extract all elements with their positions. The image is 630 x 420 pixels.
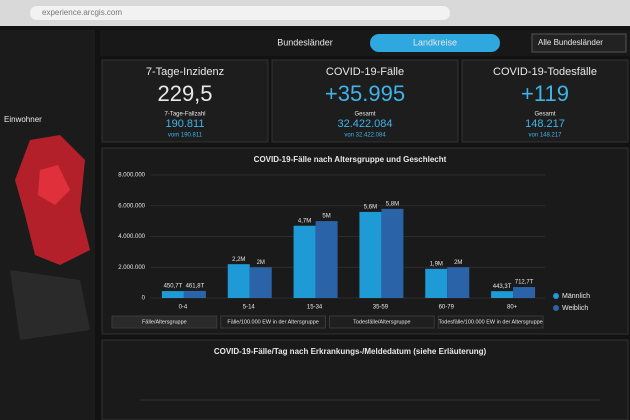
bar [513,287,536,298]
card-title: COVID-19-Todesfälle [493,66,597,78]
value-label: 712,7T [515,280,534,286]
bottom-panel [101,339,629,420]
y-tick-label: 2.000.000 [118,265,145,271]
tab[interactable]: Bundesländer [277,37,333,47]
map [10,135,90,340]
filter-tab[interactable] [437,315,544,329]
y-tick-label: 0 [142,296,146,302]
map-shape [38,165,70,205]
card: COVID-19-Todesfälle +119 Gesamt 148.217 … [461,59,629,143]
bar [381,208,404,298]
x-tick-label: 80+ [507,305,518,311]
filter-label: Fälle/Altersgruppe [142,319,187,325]
value-label: 5,8M [386,201,399,207]
filter-tab[interactable] [329,315,435,329]
card-title: 7-Tage-Inzidenz [146,66,224,78]
filter-label: Todesfälle/100.000 EW in der Altersgrupp… [438,319,542,325]
card-subvalue: 148.217 [525,118,565,130]
card-note: von 32.422.084 [344,133,386,139]
y-tick-label: 8.000.000 [118,173,145,179]
y-tick-label: 4.000.000 [118,234,145,240]
x-tick-label: 35-59 [373,305,389,311]
card: COVID-19-Fälle +35.995 Gesamt 32.422.084… [271,59,459,143]
value-label: 450,7T [164,284,183,290]
value-label: 1,9M [430,261,443,267]
card-box [271,59,459,143]
card-value: 229,5 [157,81,212,106]
value-label: 4,7M [298,218,311,224]
legend-swatch [553,293,559,299]
chart-title: COVID-19-Fälle nach Altersgruppe und Ges… [254,155,447,164]
x-tick-label: 0-4 [179,305,188,311]
sidebar-label: Einwohner [4,115,42,124]
bar [161,291,184,298]
map-shape [10,270,90,340]
card-value: +119 [521,81,569,106]
tab[interactable]: Landkreise [413,37,457,47]
bar [315,221,338,298]
card-title: COVID-19-Fälle [326,66,404,78]
filter-tab[interactable] [111,315,218,329]
card-box [461,59,629,143]
value-label: 2M [257,260,265,266]
bar [447,267,470,298]
bar [249,267,272,298]
card-sublabel: Gesamt [534,112,555,118]
card-note: von 148.217 [528,133,562,139]
address-field[interactable] [30,6,450,20]
card-sublabel: 7-Tage-Fallzahl [164,112,205,118]
x-tick-label: 15-34 [307,305,323,311]
filter-label: Fälle/100.000 EW in der Altersgruppe [227,319,318,325]
value-label: 2,2M [232,257,245,263]
bar [491,291,514,298]
value-label: 2M [454,260,462,266]
card-note: vom 190.811 [168,133,203,139]
card-sublabel: Gesamt [354,112,375,118]
legend-swatch [553,305,559,311]
bar [359,211,382,298]
bottom-chart-title: COVID-19-Fälle/Tag nach Erkrankungs-/Mel… [214,347,487,356]
value-label: 461,8T [186,283,205,289]
card-box [101,59,269,143]
tab-active[interactable] [370,34,500,52]
value-label: 5,6M [364,204,377,210]
filter-label: Todesfälle/Altersgruppe [353,319,410,325]
card-subvalue: 190.811 [166,118,205,130]
bar [293,225,316,298]
x-tick-label: 60-79 [439,305,455,311]
value-label: 5M [322,214,330,220]
url: experience.arcgis.com [42,8,122,17]
bar [227,264,250,298]
x-tick-label: 5-14 [243,305,256,311]
y-tick-label: 6.000.000 [118,203,145,209]
dropdown[interactable] [531,33,627,53]
card: 7-Tage-Inzidenz 229,5 7-Tage-Fallzahl 19… [101,59,269,143]
bar [183,290,206,298]
bar [425,268,448,298]
legend-label: Männlich [562,293,590,300]
card-subvalue: 32.422.084 [337,118,392,130]
dropdown-label: Alle Bundesländer [538,38,603,47]
legend-label: Weiblich [562,305,588,312]
filter-tab[interactable] [220,315,326,329]
value-label: 443,3T [493,284,512,290]
card-value: +35.995 [325,81,405,106]
